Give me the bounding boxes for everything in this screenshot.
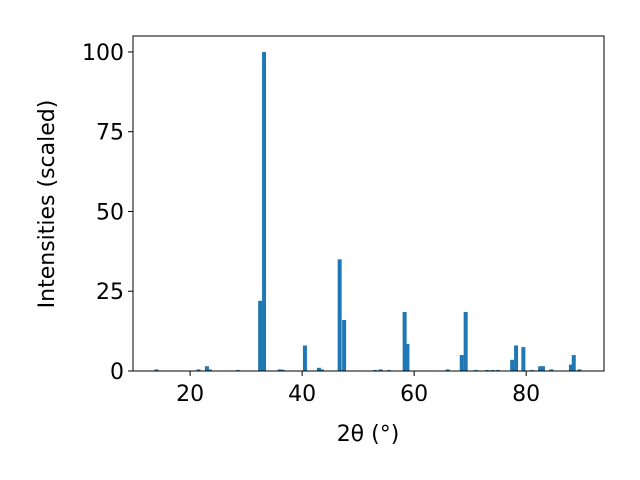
bar — [540, 366, 545, 371]
bar — [207, 369, 212, 371]
x-tick-label: 60 — [400, 382, 428, 407]
bar — [514, 345, 519, 371]
bar — [402, 311, 407, 371]
bar — [302, 345, 307, 371]
bar — [277, 369, 282, 371]
bar — [258, 300, 263, 371]
bar — [577, 369, 582, 371]
x-tick-label: 80 — [512, 382, 540, 407]
bar — [204, 366, 209, 371]
y-tick-label: 50 — [96, 200, 124, 225]
bar — [262, 51, 267, 371]
bar — [405, 343, 410, 371]
bar — [538, 366, 543, 371]
bar — [319, 369, 324, 371]
y-tick-label: 25 — [96, 280, 124, 305]
x-axis-label: 2θ (°) — [337, 422, 400, 447]
bar — [378, 369, 383, 371]
plot-frame — [132, 35, 605, 372]
bar — [463, 311, 468, 371]
bar — [316, 367, 321, 371]
bar — [445, 369, 450, 371]
bar — [196, 369, 201, 371]
bar — [510, 359, 515, 371]
bar — [521, 347, 526, 371]
bar — [459, 355, 464, 371]
bar — [342, 319, 347, 371]
bar — [337, 259, 342, 371]
x-tick-label: 40 — [288, 382, 316, 407]
x-tick-label: 20 — [176, 382, 204, 407]
y-tick-label: 0 — [110, 360, 124, 385]
y-tick-label: 100 — [82, 41, 124, 66]
bar — [549, 369, 554, 371]
y-axis-label: Intensities (scaled) — [35, 100, 60, 309]
bar — [571, 355, 576, 371]
bar — [568, 364, 573, 371]
y-tick-label: 75 — [96, 121, 124, 146]
bar — [280, 369, 285, 371]
bar — [154, 369, 159, 371]
